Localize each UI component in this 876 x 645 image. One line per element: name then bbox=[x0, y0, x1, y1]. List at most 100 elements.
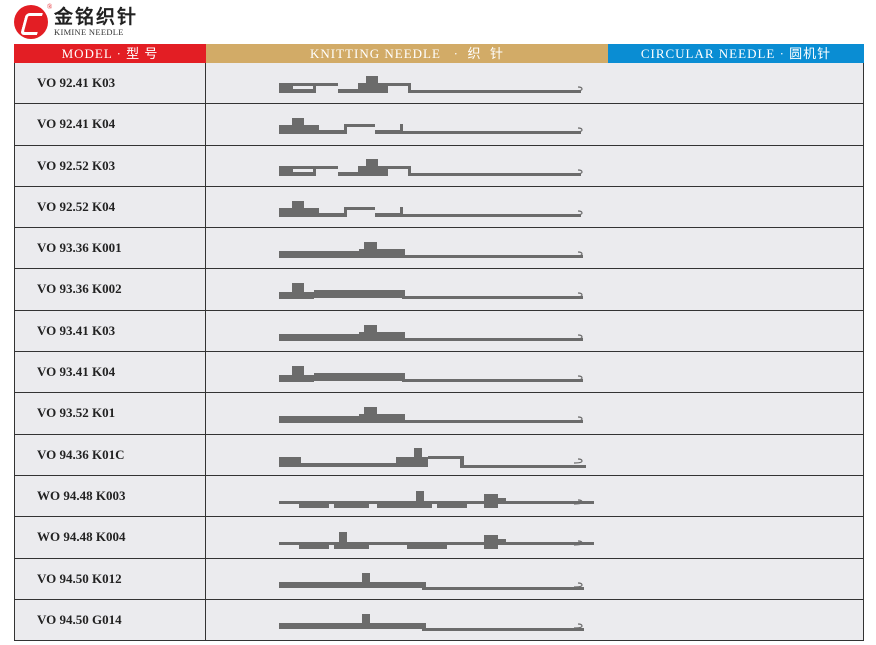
needle-part bbox=[279, 83, 319, 86]
needle-part bbox=[338, 89, 358, 93]
table-row: VO 93.36 K002 bbox=[14, 269, 864, 311]
needle-part bbox=[414, 447, 422, 460]
needle-cell bbox=[206, 600, 863, 640]
needle-part bbox=[279, 375, 314, 383]
needle-drawing bbox=[279, 118, 583, 135]
table-row: WO 94.48 K004 bbox=[14, 517, 864, 559]
needle-drawing bbox=[279, 76, 583, 93]
needle-part bbox=[405, 255, 583, 259]
needle-part bbox=[314, 290, 404, 299]
needle-part bbox=[347, 124, 375, 128]
needle-part bbox=[319, 212, 347, 217]
needle-cell bbox=[206, 517, 863, 557]
needle-part bbox=[344, 124, 347, 135]
needle-hook bbox=[573, 86, 583, 92]
table-row: VO 92.41 K03 bbox=[14, 63, 864, 105]
model-cell: VO 92.41 K04 bbox=[15, 104, 206, 145]
needle-part bbox=[405, 337, 583, 341]
needle-part bbox=[484, 535, 498, 550]
needle-drawing bbox=[279, 613, 584, 631]
needle-cell bbox=[206, 63, 863, 103]
needle-part bbox=[402, 331, 405, 341]
header-circular-needle: CIRCULAR NEEDLE · 圆机针 bbox=[608, 44, 864, 63]
needle-hook bbox=[573, 458, 583, 464]
needle-part bbox=[402, 249, 405, 259]
needle-cell bbox=[206, 311, 863, 351]
needle-part bbox=[279, 292, 314, 300]
needle-part bbox=[375, 130, 403, 135]
needle-part bbox=[279, 416, 364, 424]
needle-part bbox=[484, 493, 498, 508]
table-row: VO 93.41 K04 bbox=[14, 352, 864, 394]
model-cell: WO 94.48 K004 bbox=[15, 517, 206, 558]
needle-part bbox=[408, 83, 411, 93]
needle-part bbox=[316, 83, 338, 86]
needle-drawing bbox=[279, 532, 594, 550]
needle-part bbox=[319, 130, 347, 135]
needle-cell bbox=[206, 393, 863, 433]
needle-part bbox=[292, 200, 304, 211]
needle-part bbox=[422, 581, 426, 590]
needle-drawing bbox=[279, 366, 583, 383]
needle-part bbox=[428, 455, 460, 459]
needle-drawing bbox=[279, 407, 583, 424]
needle-part bbox=[362, 613, 370, 629]
registered-mark: ® bbox=[47, 3, 53, 11]
needle-hook bbox=[573, 292, 583, 299]
needle-hook bbox=[573, 127, 583, 133]
needle-part bbox=[344, 206, 347, 217]
needle-part bbox=[279, 333, 364, 341]
table-row: VO 93.36 K001 bbox=[14, 228, 864, 270]
needle-part bbox=[334, 500, 369, 508]
needle-drawing bbox=[279, 200, 583, 217]
needle-part bbox=[377, 500, 432, 508]
needle-part bbox=[316, 165, 338, 169]
needle-part bbox=[405, 296, 583, 300]
needle-part bbox=[359, 249, 404, 259]
model-cell: VO 93.52 K01 bbox=[15, 393, 206, 434]
needle-drawing bbox=[279, 324, 583, 341]
needle-part bbox=[292, 118, 304, 129]
needle-part bbox=[279, 125, 319, 135]
needle-part bbox=[364, 324, 377, 335]
needle-part bbox=[366, 158, 378, 169]
needle-drawing bbox=[279, 572, 584, 590]
model-cell: VO 93.41 K04 bbox=[15, 352, 206, 393]
needle-part bbox=[364, 242, 377, 253]
needle-part bbox=[292, 283, 304, 294]
needle-part bbox=[293, 171, 313, 176]
model-cell: VO 93.41 K03 bbox=[15, 310, 206, 352]
needle-cell bbox=[206, 146, 863, 186]
needle-part bbox=[314, 373, 404, 382]
needle-part bbox=[405, 379, 583, 383]
needle-part bbox=[334, 542, 369, 550]
needle-part bbox=[388, 83, 410, 86]
needle-cell bbox=[206, 559, 863, 599]
table-row: VO 94.36 K01C bbox=[14, 434, 864, 476]
needle-part bbox=[359, 331, 404, 341]
needle-part bbox=[437, 500, 467, 508]
needle-cell bbox=[206, 476, 863, 516]
needle-part bbox=[293, 89, 313, 93]
needle-part bbox=[498, 539, 506, 545]
needle-cell bbox=[206, 228, 863, 268]
needle-part bbox=[424, 627, 584, 631]
table-row: VO 93.52 K01 bbox=[14, 393, 864, 435]
needle-part bbox=[424, 586, 584, 590]
needle-cell bbox=[206, 352, 863, 392]
needle-part bbox=[411, 172, 581, 176]
model-cell: VO 94.50 K012 bbox=[15, 558, 206, 599]
needle-part bbox=[405, 420, 583, 424]
needle-part bbox=[313, 165, 316, 176]
table-row: VO 93.41 K03 bbox=[14, 310, 864, 353]
needle-part bbox=[403, 213, 581, 217]
needle-cell bbox=[206, 269, 863, 309]
needle-hook bbox=[573, 623, 583, 629]
needle-hook bbox=[573, 416, 583, 422]
needle-part bbox=[407, 542, 447, 550]
needle-part bbox=[279, 581, 424, 588]
needle-part bbox=[279, 251, 364, 259]
table-row: VO 92.52 K04 bbox=[14, 186, 864, 229]
needle-part bbox=[416, 490, 424, 503]
needle-cell bbox=[206, 435, 863, 475]
